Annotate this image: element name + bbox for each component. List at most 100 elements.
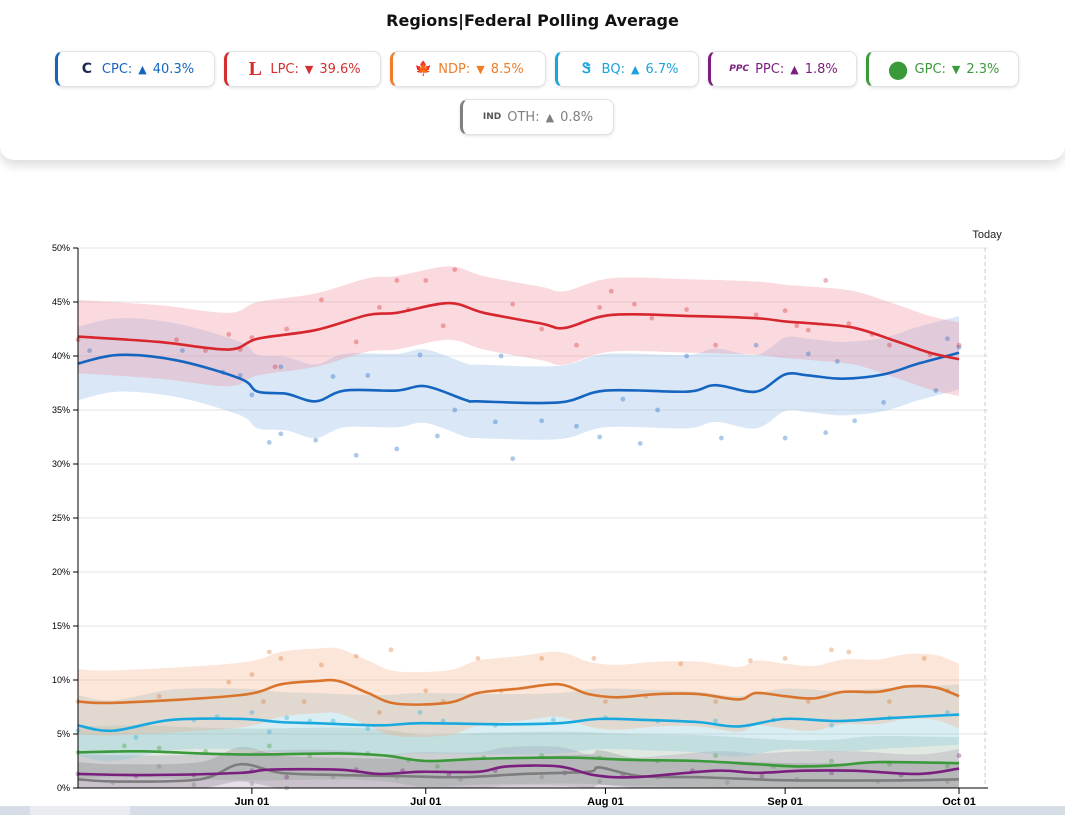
poll-point-gpc [156,745,162,751]
party-value: 39.6% [319,61,361,77]
poll-point-bq [550,717,556,723]
today-label: Today [972,229,1002,241]
party-card-bq[interactable]: Ꮥ BQ: ▲ 6.7% [555,51,699,87]
party-label: LPC: [270,61,299,77]
confidence-band-lpc [78,266,960,396]
poll-point-lpc [353,339,359,345]
poll-point-lpc [684,307,689,312]
poll-point-lpc [753,312,759,318]
poll-point-lpc [394,278,400,283]
poll-point-cpc [956,344,962,350]
poll-point-bq [249,710,255,715]
poll-point-ndp [249,672,255,677]
poll-point-oth [191,782,197,788]
trend-down-icon: ▼ [951,62,961,76]
poll-point-oth [539,774,545,780]
poll-point-ndp [301,699,307,704]
poll-point-lpc [794,323,800,329]
y-tick-label: 15% [52,621,70,631]
poll-point-bq [365,726,371,731]
poll-point-lpc [539,326,545,332]
poll-point-bq [133,734,139,740]
poll-point-ndp [782,656,788,661]
poll-point-ppc [956,753,962,758]
poll-point-ndp [266,649,272,655]
poll-point-ndp [353,653,359,659]
poll-point-lpc [284,326,290,332]
poll-point-cpc [933,388,939,393]
party-card-gpc[interactable]: ● GPC: ▼ 2.3% [866,51,1019,87]
poll-point-lpc [805,327,811,333]
trend-down-icon: ▼ [476,62,485,76]
poll-point-cpc [278,431,284,437]
party-label: CPC: [101,61,133,77]
party-card-ppc[interactable]: PPC PPC: ▲ 1.8% [708,51,857,87]
poll-point-cpc [620,396,626,402]
cpc-logo-icon: C [81,61,93,77]
poll-point-ndp [261,699,266,704]
poll-point-lpc [226,332,232,337]
trend-up-icon: ▲ [631,62,640,76]
party-label: PPC: [755,61,785,77]
ppc-logo-icon: PPC [729,64,750,74]
poll-point-cpc [87,348,92,353]
party-value: 0.8% [560,109,594,125]
poll-point-lpc [272,364,278,370]
poll-point-bq [284,715,290,721]
trend-down-icon: ▼ [304,62,314,76]
party-value: 8.5% [490,61,524,77]
poll-point-gpc [434,764,440,769]
poll-point-ndp [887,699,892,704]
party-card-cpc[interactable]: C CPC: ▲ 40.3% [55,51,215,87]
poll-point-oth [724,780,730,785]
x-tick-label: Aug 01 [587,796,624,808]
poll-point-cpc [805,351,811,357]
poll-point-lpc [956,342,962,348]
x-tick-label: Sep 01 [767,796,802,808]
summary-header: Regions|Federal Polling Average C CPC: ▲… [0,0,1065,160]
party-card-ndp[interactable]: 🍁 NDP: ▼ 8.5% [390,51,546,87]
poll-point-cpc [353,452,359,458]
y-tick-label: 45% [52,297,70,307]
poll-point-lpc [377,305,382,310]
poll-point-cpc [823,430,829,436]
y-tick-label: 0% [57,783,70,793]
poll-point-cpc [365,373,371,378]
poll-point-ndp [921,656,927,661]
poll-point-ndp [805,699,811,704]
poll-point-bq [945,710,950,715]
poll-point-lpc [887,342,892,348]
poll-point-gpc [121,743,127,749]
poll-point-ndp [377,710,382,715]
poll-point-oth [156,764,162,769]
poll-point-ndp [278,656,284,661]
poll-point-cpc [434,433,440,439]
horizontal-scrollbar[interactable] [0,806,1065,815]
party-label: BQ: [601,61,626,77]
poll-point-ndp [539,656,545,661]
poll-point-ndp [591,656,597,661]
party-card-lpc[interactable]: L LPC: ▼ 39.6% [224,51,381,87]
poll-point-lpc [510,301,516,307]
party-value: 40.3% [152,61,195,77]
poll-point-cpc [539,418,545,424]
poll-point-lpc [608,288,614,294]
poll-point-ndp [846,649,852,655]
poll-point-bq [330,718,336,724]
confidence-band-cpc [78,316,960,440]
poll-point-lpc [440,323,446,329]
trend-up-icon: ▲ [138,62,147,76]
poll-point-gpc [829,758,834,764]
trend-line-ppc [77,764,960,779]
poll-point-lpc [574,342,579,348]
party-card-oth[interactable]: IND OTH: ▲ 0.8% [460,99,614,135]
lpc-logo-icon: L [248,57,262,80]
confidence-band-ndp [78,647,960,738]
bq-logo-icon: Ꮥ [582,61,591,77]
poll-point-lpc [782,308,788,314]
poll-point-lpc [423,278,429,283]
poll-point-cpc [394,446,400,452]
x-tick-label: Oct 01 [942,796,976,808]
scrollbar-thumb[interactable] [30,806,130,815]
poll-point-oth [597,779,603,784]
